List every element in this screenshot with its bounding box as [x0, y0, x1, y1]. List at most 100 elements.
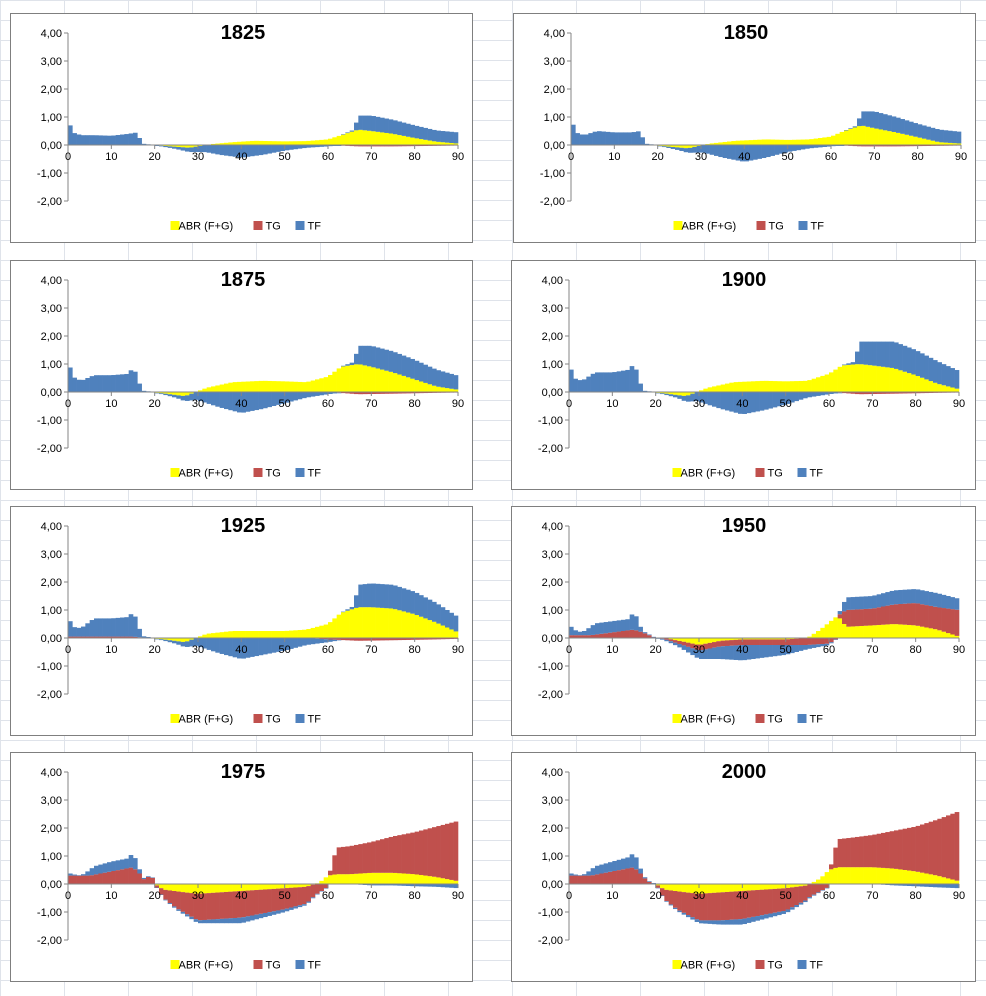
bar-TG-27 [185, 892, 190, 915]
bar-ABR-72 [881, 867, 886, 884]
bar-ABR-28 [189, 884, 194, 894]
bar-TG-29 [193, 893, 199, 920]
bar-TF-25 [176, 395, 181, 399]
bar-TG-67 [859, 392, 864, 395]
bar-TF-63 [842, 601, 847, 612]
bar-TG-70 [872, 834, 877, 868]
x-tick-label: 30 [693, 644, 705, 656]
bar-ABR-80 [414, 874, 420, 884]
bar-TF-71 [375, 583, 381, 608]
legend-label: ABR (F+G) [681, 468, 736, 480]
bar-TG-63 [842, 611, 847, 624]
bar-TG-82 [924, 605, 929, 628]
bar-ABR-51 [790, 381, 795, 392]
bar-TF-54 [803, 900, 808, 903]
bar-ABR-31 [202, 884, 207, 894]
bar-TG-2 [577, 635, 583, 638]
bar-ABR-76 [900, 133, 905, 145]
bar-TF-82 [423, 127, 428, 140]
bar-ABR-58 [820, 375, 825, 392]
bar-TF-35 [722, 145, 728, 159]
bar-ABR-55 [306, 884, 311, 887]
bar-TF-35 [219, 145, 225, 156]
bar-ABR-82 [423, 139, 428, 145]
bar-ABR-78 [406, 377, 411, 392]
bar-TF-11 [618, 132, 624, 145]
bar-TG-1 [573, 875, 578, 884]
bar-TG-77 [401, 638, 407, 641]
bar-ABR-41 [746, 381, 752, 392]
bar-TG-80 [414, 638, 420, 640]
bar-TG-64 [846, 392, 851, 394]
bar-ABR-66 [855, 364, 860, 392]
bar-ABR-41 [748, 140, 754, 145]
bar-TF-35 [720, 392, 726, 410]
bar-TG-41 [746, 890, 752, 918]
bar-ABR-29 [694, 638, 700, 645]
bar-ABR-30 [699, 884, 704, 894]
legend-label: TG [266, 714, 281, 726]
bar-TF-14 [629, 614, 635, 630]
bar-ABR-78 [907, 373, 912, 392]
bar-TF-38 [733, 919, 739, 925]
bar-TF-67 [859, 596, 864, 610]
bar-TF-2 [76, 627, 82, 637]
bar-ABR-43 [757, 139, 762, 145]
bar-ABR-43 [755, 381, 760, 392]
bar-TG-33 [211, 892, 216, 920]
bar-ABR-46 [267, 141, 272, 145]
bar-ABR-27 [688, 145, 693, 148]
bar-TG-79 [911, 392, 916, 394]
legend-swatch [295, 468, 305, 477]
bar-ABR-73 [885, 367, 890, 392]
bar-TF-75 [894, 342, 899, 369]
bar-TF-51 [792, 145, 797, 151]
legend-label: TF [308, 468, 322, 480]
x-tick-label: 40 [736, 890, 748, 902]
bar-TF-5 [89, 868, 95, 876]
bar-ABR-76 [397, 610, 402, 638]
bar-TF-54 [805, 145, 810, 149]
y-tick-label: -1,00 [538, 661, 563, 673]
bar-TF-43 [254, 145, 259, 156]
bar-TF-30 [198, 920, 203, 924]
x-tick-label: 40 [235, 644, 247, 656]
bar-TF-87 [445, 610, 450, 628]
legend: ABR (F+G) TG TF [672, 468, 823, 480]
bar-ABR-46 [768, 638, 773, 640]
y-tick-label: 2,00 [542, 823, 563, 835]
bar-TF-76 [898, 344, 903, 371]
legend-swatch [253, 468, 263, 477]
bar-ABR-55 [306, 140, 311, 145]
legend-swatch [170, 221, 180, 230]
bar-TF-38 [232, 638, 238, 658]
y-tick-label: 3,00 [41, 795, 62, 807]
bar-TG-27 [686, 642, 691, 647]
bar-TG-36 [725, 640, 730, 646]
bar-TG-45 [263, 889, 268, 913]
bar-ABR-32 [707, 638, 713, 643]
bar-TG-13 [124, 636, 129, 638]
bar-TF-66 [354, 122, 359, 131]
y-tick-label: 1,00 [41, 112, 62, 124]
bar-ABR-26 [180, 392, 186, 396]
bar-TF-22 [163, 639, 168, 642]
bar-TF-58 [319, 638, 324, 644]
bar-TF-82 [423, 597, 428, 619]
chart-title: 1875 [221, 269, 266, 291]
x-tick-label: 90 [452, 890, 464, 902]
x-tick-label: 10 [105, 151, 117, 163]
bar-ABR-80 [917, 137, 923, 145]
bar-TF-68 [865, 111, 871, 127]
legend-swatch [672, 468, 682, 477]
bar-TF-44 [258, 638, 264, 656]
bar-TG-68 [863, 392, 869, 395]
bar-TF-51 [289, 392, 294, 402]
bar-TG-22 [163, 889, 168, 900]
bar-ABR-60 [328, 622, 333, 638]
bar-TF-7 [599, 622, 604, 634]
bar-TG-77 [401, 834, 407, 874]
bar-ABR-48 [777, 884, 782, 889]
bar-TF-73 [384, 884, 389, 886]
